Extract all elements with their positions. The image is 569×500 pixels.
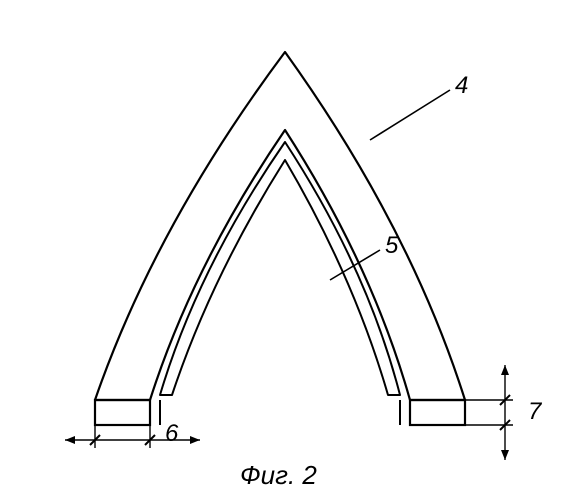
left-foot bbox=[95, 400, 150, 425]
arch-diagram bbox=[0, 0, 569, 500]
figure-caption: Фиг. 2 bbox=[240, 460, 317, 491]
dim6-arrow-l bbox=[65, 436, 75, 444]
leader-4 bbox=[370, 90, 450, 140]
dim6-arrow-r bbox=[190, 436, 200, 444]
outer-arch bbox=[95, 52, 465, 400]
label-dim-width: 6 bbox=[165, 420, 178, 448]
label-part-5: 5 bbox=[385, 232, 398, 260]
label-dim-height: 7 bbox=[528, 398, 541, 426]
label-part-4: 4 bbox=[455, 72, 468, 100]
dim7-arrow-t bbox=[501, 365, 509, 375]
inner-arch bbox=[160, 142, 400, 395]
dim7-arrow-b bbox=[501, 450, 509, 460]
right-foot bbox=[410, 400, 465, 425]
